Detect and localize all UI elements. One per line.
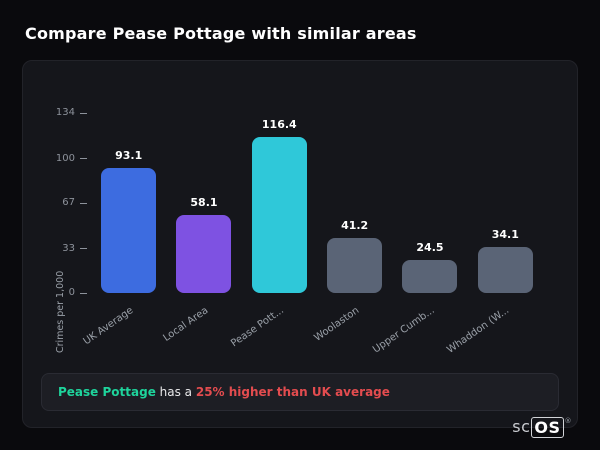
scos-logo: sc OS ® [512,417,572,438]
bar-uk-average[interactable] [101,167,157,293]
y-tick-label: 67 [62,198,87,208]
bar-chart-plot: 0 33 67 100 134 93.1 UK Average 58.1 Local Area… [56,108,543,356]
y-tick-mark [80,202,87,204]
bar-local-area[interactable] [176,214,232,293]
bar-column: 34.1 Whaddon (W... [446,113,543,356]
bars-container: 93.1 UK Average 58.1 Local Area 116.4 Pease P… [81,113,543,356]
note-area-name: Pease Pottage [58,384,156,399]
y-tick-label: 33 [62,243,87,254]
x-axis-label: Pease Pott... [228,305,286,350]
y-tick-mark [80,292,87,294]
y-tick-mark [80,248,87,250]
bar-woolaston[interactable] [327,237,383,293]
bar-value-label: 93.1 [115,148,143,162]
bar-value-label: 24.5 [416,241,444,255]
bar-value-label: 41.2 [341,218,369,232]
scos-logo-prefix: sc [512,417,531,436]
y-tick-label: 134 [56,108,87,118]
x-axis-label: Local Area [161,305,211,344]
bar-pease-pott[interactable] [251,136,307,293]
page-title: Compare Pease Pottage with similar areas [25,24,417,43]
bar-column: 24.5 Upper Cumb... [371,113,467,356]
x-axis-label: Woolaston [312,305,361,344]
x-axis-label: UK Average [81,305,135,348]
bar-value-label: 58.1 [190,195,218,209]
y-tick-mark [80,158,87,160]
bar-column: 41.2 Woolaston [312,113,392,344]
bar-value-label: 34.1 [491,228,519,242]
bar-column: 93.1 UK Average [81,113,166,347]
y-tick-label: 0 [69,288,87,298]
bar-column: 116.4 Pease Pott... [229,113,317,349]
scos-logo-suffix: OS [531,417,564,438]
registered-mark: ® [564,417,572,425]
bar-column: 58.1 Local Area [161,113,241,344]
note-stat-text: 25% higher than UK average [195,384,390,399]
y-tick-label: 100 [56,153,87,164]
y-tick-mark [80,112,87,114]
x-axis-label: Whaddon (W... [445,305,512,356]
note-middle-text: has a [155,384,196,399]
bar-upper-cumb[interactable] [402,260,458,293]
chart-card: Crimes per 1,000 0 33 67 100 134 93.1 UK Aver… [22,60,578,428]
bar-value-label: 116.4 [261,117,297,131]
summary-note: Pease Pottage has a 25% higher than UK a… [41,372,559,411]
bar-whaddon-w[interactable] [477,247,533,293]
x-axis-label: Upper Cumb... [370,305,437,356]
